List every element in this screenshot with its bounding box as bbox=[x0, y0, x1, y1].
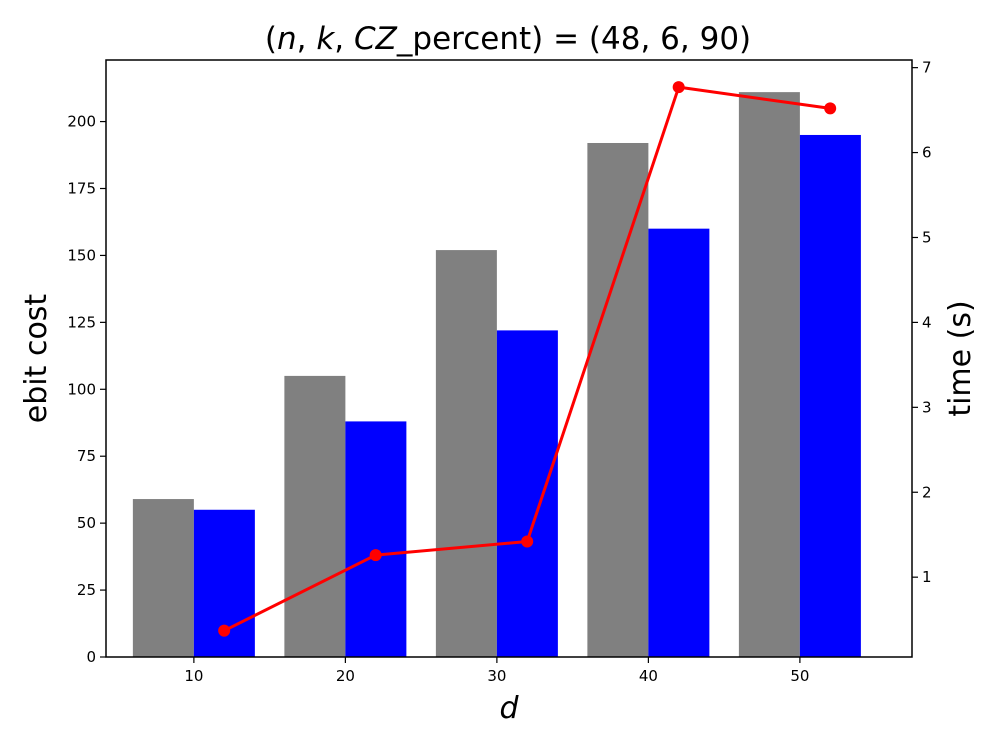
y-tick-label-75: 75 bbox=[77, 447, 96, 465]
bar-gray-40 bbox=[587, 142, 649, 658]
y2-tick-label-3: 3 bbox=[922, 398, 932, 416]
left-axis-ticks: 0 25 50 75 100 125 150 175 200 bbox=[67, 113, 106, 666]
bar-blue-40 bbox=[648, 228, 710, 657]
y-tick-label-50: 50 bbox=[77, 514, 96, 532]
y2-tick-label-4: 4 bbox=[922, 313, 932, 331]
time-point-3 bbox=[672, 81, 685, 94]
y-tick-label-150: 150 bbox=[67, 246, 96, 264]
bar-gray-30 bbox=[435, 250, 497, 657]
x-axis-label: d bbox=[499, 691, 519, 726]
y-tick-label-0: 0 bbox=[86, 648, 96, 666]
y-tick-label-200: 200 bbox=[67, 113, 96, 131]
y-tick-label-100: 100 bbox=[67, 380, 96, 398]
y-tick-label-25: 25 bbox=[77, 581, 96, 599]
plot-frame bbox=[105, 59, 913, 658]
chart-title: (n, k, CZ_percent) = (48, 6, 90) bbox=[265, 21, 751, 57]
y2-axis-label: time (s) bbox=[943, 300, 978, 416]
x-tick-label-40: 40 bbox=[639, 667, 658, 685]
bar-blue-50 bbox=[799, 134, 861, 657]
y-axis-label: ebit cost bbox=[19, 294, 54, 424]
y2-tick-label-5: 5 bbox=[922, 228, 932, 246]
x-tick-label-30: 30 bbox=[487, 667, 506, 685]
bar-group bbox=[132, 92, 861, 658]
time-point-2 bbox=[521, 535, 534, 548]
bar-gray-50 bbox=[738, 92, 800, 657]
bar-blue-20 bbox=[345, 421, 407, 657]
x-tick-label-10: 10 bbox=[184, 667, 203, 685]
time-point-1 bbox=[369, 549, 382, 562]
y-tick-label-125: 125 bbox=[67, 313, 96, 331]
y2-tick-label-1: 1 bbox=[922, 568, 932, 586]
bar-gray-10 bbox=[132, 499, 194, 657]
time-point-0 bbox=[218, 624, 231, 637]
time-point-4 bbox=[824, 102, 837, 115]
y2-tick-label-6: 6 bbox=[922, 144, 932, 162]
y2-tick-label-2: 2 bbox=[922, 483, 932, 501]
y-tick-label-175: 175 bbox=[67, 180, 96, 198]
x-tick-label-20: 20 bbox=[336, 667, 355, 685]
time-line-group bbox=[218, 81, 837, 637]
right-axis-ticks: 1 2 3 4 5 6 7 bbox=[912, 59, 932, 586]
x-axis-ticks: 10 20 30 40 50 bbox=[184, 657, 809, 685]
bar-gray-20 bbox=[284, 375, 346, 657]
bar-blue-30 bbox=[496, 330, 558, 657]
y2-tick-label-7: 7 bbox=[922, 59, 932, 77]
x-tick-label-50: 50 bbox=[790, 667, 809, 685]
